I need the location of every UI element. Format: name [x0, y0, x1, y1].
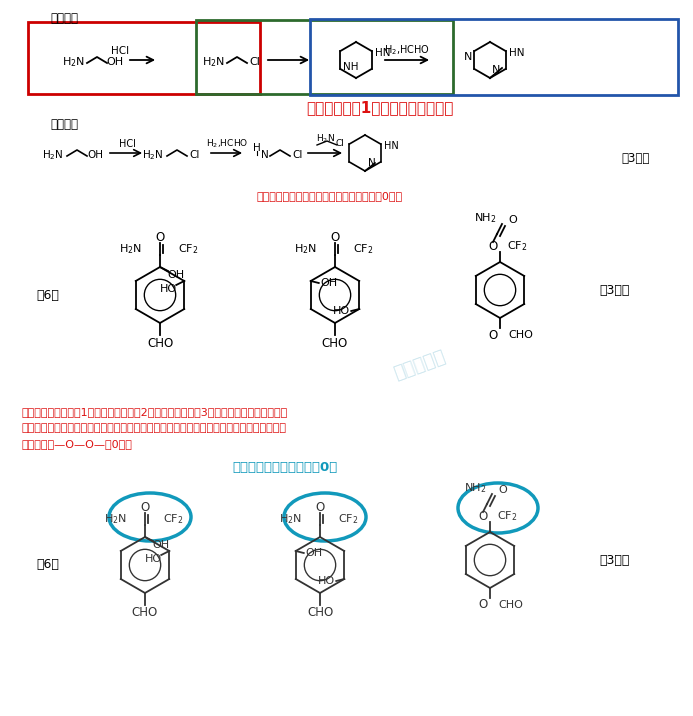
Text: HCl: HCl: [111, 46, 129, 56]
Text: CHO: CHO: [498, 600, 523, 610]
Text: H$_2$,HCHO: H$_2$,HCHO: [384, 43, 430, 57]
Text: 方框内一步为1分，分步给分，下同: 方框内一步为1分，分步给分，下同: [306, 100, 454, 115]
Text: 氢、氧、氮、碳、氟原子个数符合，结构符合所给条件，其它结构简式均可给分，没有固定: 氢、氧、氮、碳、氟原子个数符合，结构符合所给条件，其它结构简式均可给分，没有固定: [22, 423, 287, 433]
Text: N: N: [492, 65, 500, 75]
Text: （3分）: （3分）: [622, 152, 650, 165]
Text: OH: OH: [107, 57, 123, 67]
Text: 方法一：: 方法一：: [50, 12, 78, 25]
Text: O: O: [508, 215, 517, 225]
Text: Cl: Cl: [190, 150, 200, 160]
Text: CF$_2$: CF$_2$: [507, 239, 527, 253]
Text: O: O: [331, 231, 340, 243]
Text: H$_2$N: H$_2$N: [202, 55, 225, 69]
Text: OH: OH: [152, 540, 170, 550]
Text: H$_2$N: H$_2$N: [104, 512, 127, 526]
Text: HO: HO: [145, 554, 161, 564]
Text: HCl: HCl: [119, 139, 135, 149]
Text: CF$_2$: CF$_2$: [338, 512, 358, 526]
Text: （分步中结构式书写错，该有的条件没写均0分）: （分步中结构式书写错，该有的条件没写均0分）: [257, 191, 403, 201]
Text: （6）: （6）: [37, 558, 60, 571]
Text: CF$_2$: CF$_2$: [178, 242, 198, 256]
Text: NH$_2$: NH$_2$: [464, 481, 487, 495]
Text: Cl: Cl: [293, 150, 304, 160]
Text: O: O: [498, 485, 507, 495]
Text: HO: HO: [159, 284, 177, 294]
Text: 基团或出现—O—O—，0分）: 基团或出现—O—O—，0分）: [22, 439, 133, 449]
Text: （6）: （6）: [37, 289, 60, 301]
Text: 固定基团，有错或没有，0分: 固定基团，有错或没有，0分: [232, 460, 337, 473]
Text: H$_2$N: H$_2$N: [315, 132, 335, 145]
Text: CHO: CHO: [147, 337, 173, 349]
Text: H$_2$N: H$_2$N: [62, 55, 85, 69]
Text: NH$_2$: NH$_2$: [475, 211, 497, 225]
Text: 高中试卷君: 高中试卷君: [392, 347, 448, 382]
Text: Cl: Cl: [249, 57, 261, 67]
Text: O: O: [315, 500, 324, 513]
Text: HO: HO: [317, 576, 335, 586]
Text: N: N: [464, 52, 473, 62]
Text: O: O: [478, 510, 488, 523]
Bar: [28, 22, 260, 94]
Text: OH: OH: [320, 278, 337, 288]
Text: HN: HN: [384, 141, 398, 151]
Text: NH: NH: [344, 62, 359, 72]
Text: 方法二：: 方法二：: [50, 118, 78, 131]
Text: CF$_2$: CF$_2$: [497, 509, 518, 523]
Text: CHO: CHO: [307, 606, 333, 619]
Text: CF$_2$: CF$_2$: [353, 242, 374, 256]
Text: HN: HN: [375, 48, 390, 58]
Text: HN: HN: [509, 48, 524, 58]
Text: CHO: CHO: [508, 330, 533, 340]
Text: （写一个且正确，给1分，二个且正确给2分，三个且正确给3分，写出多个只看前三个，: （写一个且正确，给1分，二个且正确给2分，三个且正确给3分，写出多个只看前三个，: [22, 407, 288, 417]
Text: OH: OH: [168, 270, 184, 280]
Text: H$_2$N: H$_2$N: [279, 512, 302, 526]
Text: O: O: [155, 231, 165, 243]
Text: O: O: [489, 239, 498, 253]
Text: HO: HO: [333, 306, 350, 316]
Text: H: H: [253, 143, 261, 153]
Text: O: O: [478, 599, 488, 611]
Text: H$_2$N: H$_2$N: [294, 242, 317, 256]
Text: Cl: Cl: [335, 138, 344, 147]
Text: OH: OH: [305, 548, 322, 558]
Text: OH: OH: [87, 150, 103, 160]
Text: O: O: [489, 329, 498, 342]
Text: CHO: CHO: [132, 606, 158, 619]
Text: H$_2$N: H$_2$N: [42, 148, 64, 162]
Text: CHO: CHO: [322, 337, 348, 349]
Text: （3分）: （3分）: [600, 553, 630, 566]
Text: H$_2$N: H$_2$N: [119, 242, 142, 256]
Text: O: O: [141, 500, 150, 513]
Text: H$_2$N: H$_2$N: [142, 148, 164, 162]
Text: N: N: [368, 158, 376, 168]
Bar: [310, 19, 678, 95]
Text: （3分）: （3分）: [600, 284, 630, 296]
Text: H$_2$,HCHO: H$_2$,HCHO: [206, 137, 248, 150]
Text: N: N: [261, 150, 269, 160]
Text: CF$_2$: CF$_2$: [163, 512, 184, 526]
Bar: [196, 20, 453, 94]
